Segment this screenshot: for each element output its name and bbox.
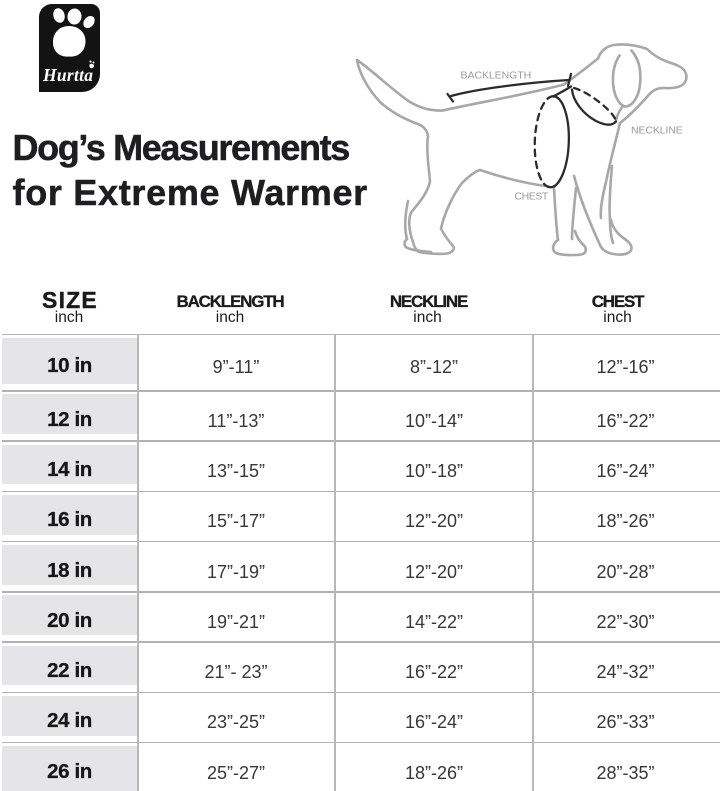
svg-text:Hurtta: Hurtta <box>42 65 93 85</box>
svg-text:BACKLENGTH: BACKLENGTH <box>461 70 532 82</box>
svg-text:NECKLINE: NECKLINE <box>631 125 683 137</box>
svg-text:CHEST: CHEST <box>515 191 549 203</box>
